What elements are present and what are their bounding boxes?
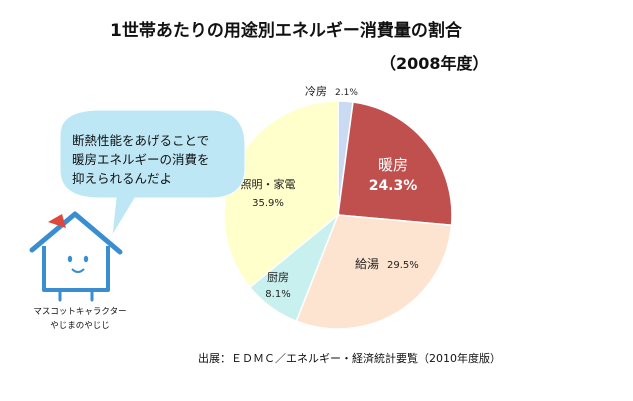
pie-slice-value: 24.3% (369, 178, 418, 194)
mascot-caption: マスコットキャラクター やじまのやじじ (20, 305, 140, 333)
pie-slices (223, 100, 453, 330)
mascot-caption-line: マスコットキャラクター (33, 307, 127, 317)
pie-slice-label: 照明・家電 (241, 177, 296, 191)
pie-slice-value: 35.9% (252, 198, 284, 209)
bubble-line: 断熱性能をあげることで (72, 133, 210, 148)
chart-subtitle: （2008年度） (380, 54, 489, 73)
bubble-line: 抑えられるんだよ (72, 171, 173, 186)
bubble-line: 暖房エネルギーの消費を (72, 152, 210, 167)
bubble-text: 断熱性能をあげることで 暖房エネルギーの消費を 抑えられるんだよ (72, 131, 237, 188)
speech-bubble (59, 109, 246, 237)
pie-slice (337, 101, 453, 227)
pie-slice-label: 厨房 (267, 271, 289, 284)
mascot-house-icon (29, 211, 123, 302)
pie-labels: 冷房 2.1% 暖房 24.3% 給湯 29.5% 厨房 8.1% 照明・家電 35.9% (241, 85, 419, 300)
pie-slice-value: 8.1% (265, 289, 290, 300)
pie-slice (295, 214, 453, 330)
mascot-caption-line: やじまのやじじ (50, 321, 110, 331)
source-note: 出展：ＥＤＭＣ／エネルギー・経済統計要覧（2010年度版） (198, 352, 501, 365)
pie-slice-label: 暖房 (378, 156, 408, 174)
chart-title: 1世帯あたりの用途別エネルギー消費量の割合 (110, 21, 462, 41)
pie-slice-label: 冷房 2.1% (305, 85, 358, 98)
pie-slice-label: 給湯 29.5% (355, 257, 419, 271)
